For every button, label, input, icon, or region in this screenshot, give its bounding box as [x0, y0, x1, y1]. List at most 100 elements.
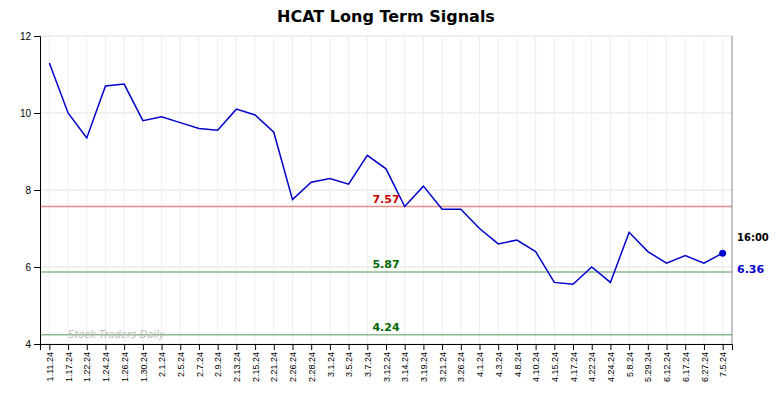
tick-label: 8: [25, 185, 31, 196]
grid-line: [49, 36, 50, 344]
tick-mark: [87, 344, 88, 350]
tick-mark: [34, 190, 40, 191]
tick-label: 2.15.24: [251, 352, 261, 382]
tick-mark: [723, 344, 724, 350]
tick: 4.10.24: [531, 344, 541, 382]
tick-label: 3.14.24: [400, 352, 410, 382]
grid-line: [554, 36, 555, 344]
tick-mark: [34, 344, 40, 345]
grid-line: [329, 36, 330, 344]
tick-label: 3.12.24: [382, 352, 392, 382]
tick-label: 6.17.24: [681, 352, 691, 382]
x-axis: 1.11.241.17.241.22.241.24.241.26.241.30.…: [41, 344, 733, 382]
tick-label: 2.7.24: [195, 352, 205, 377]
tick-mark: [704, 344, 705, 350]
y-axis: 4681012: [20, 31, 41, 350]
tick-label: 1.11.24: [45, 352, 55, 381]
tick-mark: [386, 344, 387, 350]
grid-line: [255, 36, 256, 344]
grid-line: [460, 36, 461, 344]
tick-mark: [423, 344, 424, 350]
tick-mark: [311, 344, 312, 350]
tick: 4.15.24: [550, 344, 560, 382]
tick-mark: [34, 113, 40, 114]
tick-label: 7.5.24: [718, 352, 728, 377]
tick-mark: [124, 344, 125, 350]
tick-mark: [199, 344, 200, 350]
series-line: [49, 63, 722, 284]
tick: 3.7.24: [363, 344, 373, 377]
tick: 12: [20, 31, 40, 42]
grid-line: [273, 36, 274, 344]
grid-line: [666, 36, 667, 344]
tick: 5.8.24: [625, 344, 635, 377]
tick-label: 12: [20, 31, 32, 42]
tick: 4: [25, 339, 40, 350]
tick-mark: [536, 344, 537, 350]
grid-line: [180, 36, 181, 344]
tick-mark: [573, 344, 574, 350]
tick-mark: [255, 344, 256, 350]
tick: 4.3.24: [494, 344, 504, 377]
tick-label: 4.8.24: [513, 352, 523, 377]
tick-label: 10: [20, 108, 32, 119]
tick-label: 4.22.24: [587, 352, 597, 382]
tick-label: 2.5.24: [176, 352, 186, 377]
grid-line: [105, 36, 106, 344]
grid-line: [348, 36, 349, 344]
tick: 5.29.24: [643, 344, 653, 382]
tick: 4.22.24: [587, 344, 597, 382]
tick: 3.19.24: [419, 344, 429, 382]
tick-mark: [498, 344, 499, 350]
grid-line: [217, 36, 218, 344]
tick-label: 2.9.24: [213, 352, 223, 377]
tick-mark: [34, 267, 40, 268]
last-value-label: 6.36: [737, 263, 764, 276]
tick-label: 3.21.24: [438, 352, 448, 382]
tick: 2.26.24: [288, 344, 298, 382]
tick: 4.8.24: [513, 344, 523, 377]
tick: 6.12.24: [662, 344, 672, 382]
tick-mark: [685, 344, 686, 350]
last-label: 16:00: [737, 232, 769, 243]
tick: 3.14.24: [400, 344, 410, 382]
tick-mark: [648, 344, 649, 350]
tick-mark: [629, 344, 630, 350]
last-point: [719, 250, 726, 257]
tick-mark: [480, 344, 481, 350]
tick: 3.5.24: [344, 344, 354, 377]
tick-mark: [554, 344, 555, 350]
grid-line: [86, 36, 87, 344]
tick-mark: [461, 344, 462, 350]
tick: 6.27.24: [700, 344, 710, 382]
tick-label: 4.10.24: [531, 352, 541, 382]
tick-mark: [349, 344, 350, 350]
grid-line: [535, 36, 536, 344]
grid-line: [236, 36, 237, 344]
grid-line: [573, 36, 574, 344]
tick-mark: [517, 344, 518, 350]
title: HCAT Long Term Signals: [277, 7, 495, 26]
tick-label: 4.3.24: [494, 352, 504, 377]
watermark: Stock Traders Daily: [68, 329, 166, 340]
tick: 3.21.24: [438, 344, 448, 382]
tick-mark: [49, 344, 50, 350]
chart: HCAT Long Term Signals46810121.11.241.17…: [0, 0, 784, 398]
tick: 2.1.24: [157, 344, 167, 377]
grid-line: [685, 36, 686, 344]
tick-label: 5.29.24: [643, 352, 653, 382]
tick: 1.26.24: [120, 344, 130, 382]
tick-mark: [105, 344, 106, 350]
tick-label: 6.27.24: [700, 352, 710, 382]
plot-frame: [732, 36, 733, 344]
tick-mark: [610, 344, 611, 350]
axis-line: [34, 37, 41, 345]
tick: 1.30.24: [139, 344, 149, 382]
tick-mark: [442, 344, 443, 350]
grid-line: [722, 36, 723, 344]
tick-mark: [367, 344, 368, 350]
tick: 4.1.24: [475, 344, 485, 377]
tick: 3.26.24: [456, 344, 466, 382]
tick-mark: [405, 344, 406, 350]
tick-mark: [236, 344, 237, 350]
